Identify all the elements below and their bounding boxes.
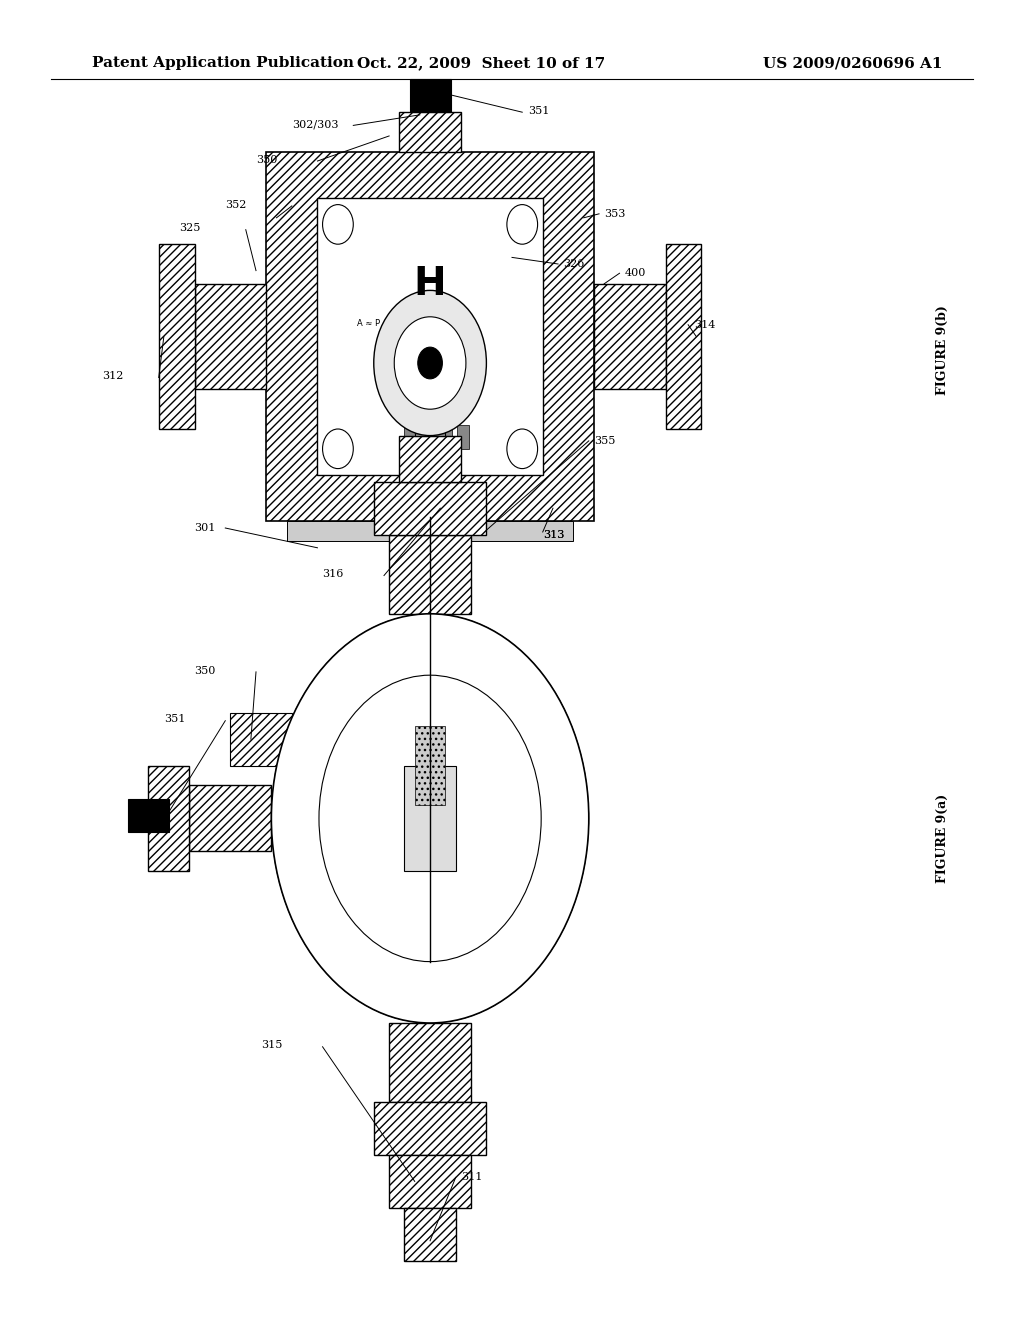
- Text: Patent Application Publication: Patent Application Publication: [92, 57, 354, 70]
- Bar: [266, 152, 594, 521]
- Bar: [415, 726, 445, 805]
- Circle shape: [319, 675, 541, 961]
- Text: H: H: [414, 265, 446, 302]
- Bar: [195, 284, 266, 389]
- Bar: [128, 799, 169, 832]
- Bar: [317, 198, 543, 475]
- Circle shape: [418, 347, 442, 379]
- Bar: [666, 244, 701, 429]
- Text: 313: 313: [543, 529, 564, 540]
- Bar: [389, 1023, 471, 1102]
- Circle shape: [271, 614, 589, 1023]
- Bar: [389, 1155, 471, 1208]
- Text: 352: 352: [225, 199, 247, 210]
- Circle shape: [507, 205, 538, 244]
- Bar: [374, 482, 486, 535]
- Text: 313: 313: [543, 529, 564, 540]
- Text: Oct. 22, 2009  Sheet 10 of 17: Oct. 22, 2009 Sheet 10 of 17: [357, 57, 605, 70]
- Bar: [189, 785, 271, 851]
- Bar: [415, 376, 445, 436]
- Text: 311: 311: [461, 1172, 482, 1183]
- Text: 325: 325: [179, 223, 201, 234]
- Text: 315: 315: [261, 1040, 283, 1051]
- Bar: [439, 425, 452, 449]
- Text: 314: 314: [694, 319, 716, 330]
- Text: 326: 326: [563, 259, 585, 269]
- Bar: [410, 79, 451, 112]
- Text: FIGURE 9(b): FIGURE 9(b): [936, 305, 948, 395]
- Text: 351: 351: [164, 714, 185, 725]
- Bar: [399, 112, 461, 152]
- Bar: [399, 436, 461, 482]
- Circle shape: [323, 429, 353, 469]
- Bar: [148, 766, 189, 871]
- Text: A ≈ P: A ≈ P: [357, 319, 380, 327]
- Text: US 2009/0260696 A1: US 2009/0260696 A1: [763, 57, 942, 70]
- Text: 302/303: 302/303: [292, 119, 338, 129]
- Text: 301: 301: [195, 523, 216, 533]
- Text: 350: 350: [256, 154, 278, 165]
- Text: 312: 312: [102, 371, 124, 381]
- Circle shape: [323, 205, 353, 244]
- Bar: [230, 713, 292, 766]
- Bar: [404, 1208, 456, 1261]
- Circle shape: [374, 290, 486, 436]
- Bar: [374, 1102, 486, 1155]
- Text: 316: 316: [323, 569, 344, 579]
- Wedge shape: [271, 614, 589, 1023]
- Bar: [159, 244, 195, 429]
- Circle shape: [507, 429, 538, 469]
- Bar: [287, 521, 573, 541]
- Bar: [404, 766, 456, 871]
- Bar: [422, 425, 434, 449]
- Text: 400: 400: [625, 268, 646, 279]
- Bar: [594, 284, 666, 389]
- Bar: [457, 425, 469, 449]
- Text: 353: 353: [604, 209, 626, 219]
- Bar: [389, 535, 471, 614]
- Text: 350: 350: [195, 665, 216, 676]
- Text: 351: 351: [528, 106, 550, 116]
- Circle shape: [394, 317, 466, 409]
- Text: FIGURE 9(a): FIGURE 9(a): [936, 793, 948, 883]
- Text: 355: 355: [594, 436, 615, 446]
- Bar: [404, 425, 417, 449]
